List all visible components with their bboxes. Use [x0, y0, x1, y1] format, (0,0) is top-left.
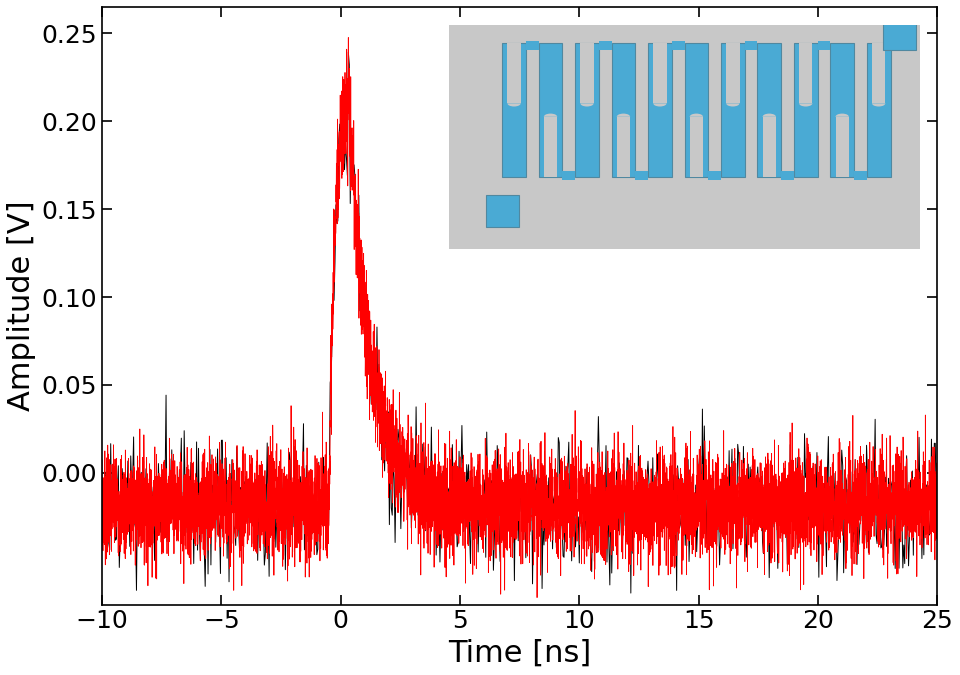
- X-axis label: Time [ns]: Time [ns]: [448, 639, 591, 668]
- Y-axis label: Amplitude [V]: Amplitude [V]: [7, 200, 36, 411]
